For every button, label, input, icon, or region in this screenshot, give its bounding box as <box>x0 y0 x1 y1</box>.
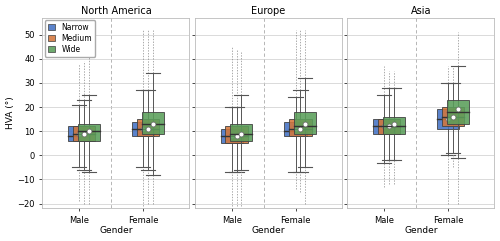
Legend: Narrow, Medium, Wide: Narrow, Medium, Wide <box>45 20 95 57</box>
FancyBboxPatch shape <box>136 119 159 136</box>
FancyBboxPatch shape <box>73 126 95 141</box>
Y-axis label: HVA (°): HVA (°) <box>6 97 15 129</box>
X-axis label: Gender: Gender <box>404 227 438 235</box>
FancyBboxPatch shape <box>220 129 243 143</box>
FancyBboxPatch shape <box>226 126 248 143</box>
FancyBboxPatch shape <box>442 107 464 126</box>
FancyBboxPatch shape <box>446 100 469 124</box>
Title: Asia: Asia <box>410 6 431 16</box>
FancyBboxPatch shape <box>78 124 100 141</box>
FancyBboxPatch shape <box>382 117 405 134</box>
Title: Europe: Europe <box>252 6 286 16</box>
FancyBboxPatch shape <box>284 121 307 136</box>
FancyBboxPatch shape <box>142 112 164 134</box>
FancyBboxPatch shape <box>68 126 90 141</box>
FancyBboxPatch shape <box>294 112 316 134</box>
FancyBboxPatch shape <box>378 119 400 134</box>
FancyBboxPatch shape <box>373 119 396 134</box>
FancyBboxPatch shape <box>132 121 154 136</box>
Title: North America: North America <box>80 6 152 16</box>
X-axis label: Gender: Gender <box>99 227 132 235</box>
FancyBboxPatch shape <box>437 109 460 129</box>
FancyBboxPatch shape <box>289 119 312 136</box>
FancyBboxPatch shape <box>230 124 252 141</box>
X-axis label: Gender: Gender <box>252 227 285 235</box>
